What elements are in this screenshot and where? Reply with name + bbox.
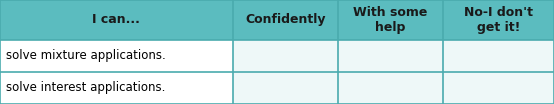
Text: I can...: I can... [93,13,140,26]
Bar [443,0,554,40]
Bar [443,40,554,72]
Text: With some
help: With some help [353,6,428,34]
Bar [233,40,338,72]
Bar [233,0,338,40]
Text: Confidently: Confidently [245,13,326,26]
Bar [0,72,233,104]
Text: solve mixture applications.: solve mixture applications. [6,49,165,62]
Bar [0,0,233,40]
Text: No-I don't
get it!: No-I don't get it! [464,6,533,34]
Bar [443,72,554,104]
Text: solve interest applications.: solve interest applications. [6,81,165,94]
Bar [0,40,233,72]
Bar [338,0,443,40]
Bar [233,72,338,104]
Bar [338,40,443,72]
Bar [338,72,443,104]
